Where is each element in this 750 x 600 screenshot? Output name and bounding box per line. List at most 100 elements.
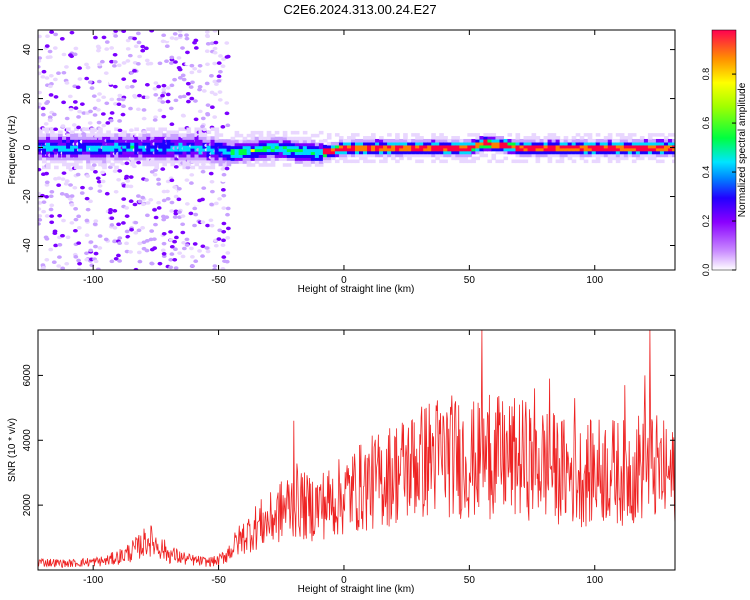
spectrogram-cell <box>350 153 356 158</box>
spectrogram-cell <box>149 261 155 266</box>
spectrogram-cell <box>54 142 59 146</box>
spectrogram-cell <box>193 99 198 103</box>
spectrogram-cell <box>539 150 545 155</box>
spectrogram-cell <box>587 144 593 149</box>
spectrogram-cell <box>423 141 428 146</box>
spectrogram-cell <box>619 150 625 155</box>
spectrogram-cell <box>246 145 252 150</box>
spectrogram-cell <box>326 133 332 137</box>
spectrogram-cell <box>66 165 71 170</box>
spectrogram-cell <box>603 141 609 146</box>
spectrogram-cell <box>395 136 400 140</box>
spectrogram-cell <box>134 127 139 132</box>
spectrogram-cell <box>346 150 352 155</box>
spectrogram-cell <box>173 266 179 270</box>
spectrogram-cell <box>106 153 111 158</box>
colorbar-label: Normalized spectral amplitude <box>737 82 748 217</box>
spectrogram-cell <box>118 150 123 155</box>
spectrogram-cell <box>467 138 472 143</box>
spectrogram-cell <box>154 130 159 134</box>
spectrogram-cell <box>54 159 59 164</box>
spectrogram-cell <box>334 141 340 146</box>
spectrogram-cell <box>459 147 464 152</box>
spectrogram-cell <box>161 189 167 194</box>
spectrogram-cell <box>174 153 180 158</box>
spectrogram-cell <box>114 145 119 149</box>
spectrogram-cell <box>95 267 101 270</box>
spectrogram-cell <box>185 92 191 96</box>
spectrogram-cell <box>274 142 280 147</box>
spectrogram-cell <box>583 159 589 164</box>
spectrogram-cell <box>114 127 119 132</box>
spectrogram-cell <box>391 144 396 149</box>
spectrogram-cell <box>124 249 130 254</box>
spectrogram-cell <box>94 145 99 149</box>
spectrogram-cell <box>294 148 300 153</box>
spectrogram-cell <box>75 85 81 90</box>
spectrogram-cell <box>106 156 111 161</box>
spectrogram-cell <box>165 179 171 184</box>
spectrogram-cell <box>120 97 126 102</box>
spectrogram-cell <box>294 160 300 164</box>
spectrogram-cell <box>535 156 541 161</box>
spectrogram-cell <box>535 138 541 143</box>
spectrogram-cell <box>82 139 87 143</box>
spectrogram-cell <box>49 30 55 34</box>
spectrogram-cell <box>166 153 172 158</box>
spectrogram-cell <box>186 136 192 140</box>
spectrogram-cell <box>443 153 448 158</box>
spectrogram-cell <box>130 150 135 155</box>
spectrogram-cell <box>214 142 220 146</box>
spectrogram-cell <box>153 259 159 264</box>
spectrogram-cell <box>250 157 256 161</box>
spectrogram-cell <box>459 156 464 161</box>
spectrogram-cell <box>200 197 205 202</box>
spectrogram-cell <box>152 172 158 177</box>
spectrogram-cell <box>563 136 569 140</box>
spectrogram-cell <box>131 164 137 169</box>
spectrogram-cell <box>363 153 368 158</box>
spectrogram-cell <box>192 242 198 246</box>
spectrogram-cell <box>50 133 55 137</box>
spectrogram-cell <box>174 145 180 149</box>
snr-y-tick-label: 2000 <box>22 494 33 517</box>
spectrogram-cell <box>174 136 180 140</box>
spectrogram-cell <box>423 150 428 155</box>
snr-series-line <box>38 330 675 568</box>
spectrogram-cell <box>129 205 135 210</box>
spectrogram-cell <box>218 153 224 158</box>
spectrogram-cell <box>185 81 191 86</box>
spectrogram-cell <box>439 138 444 143</box>
spectrogram-cell <box>150 159 155 164</box>
spectrogram-cell <box>242 142 248 147</box>
spectrogram-cell <box>190 139 196 143</box>
spectrogram-cell <box>318 139 324 144</box>
spectrogram-cell <box>242 136 248 141</box>
spectrogram-cell <box>109 259 115 264</box>
spectrogram-cell <box>330 156 336 161</box>
spectrogram-cell <box>82 142 87 146</box>
spectrogram-cell <box>270 133 276 138</box>
spectrogram-cell <box>178 142 184 146</box>
spectrogram-cell <box>519 138 525 143</box>
spectrogram-cell <box>375 138 380 143</box>
spectrogram-cell <box>49 214 55 218</box>
spectrogram-cell <box>136 40 142 45</box>
spectrogram-cell <box>326 144 332 149</box>
spectrogram-cell <box>587 150 593 155</box>
spectrogram-cell <box>266 145 272 150</box>
spectrogram-cell <box>145 213 150 218</box>
spectrogram-cell <box>156 177 161 182</box>
spectrogram-cell <box>298 139 304 144</box>
spectrogram-cell <box>587 153 593 158</box>
spectrogram-cell <box>46 136 51 140</box>
spectrogram-cell <box>278 157 284 161</box>
spectrogram-cell <box>254 151 260 156</box>
spectrogram-cell <box>136 228 142 233</box>
spectrogram-cell <box>258 154 264 158</box>
spectrogram-cell <box>234 130 240 135</box>
spectrogram-cell <box>499 159 505 164</box>
spectrogram-cell <box>104 101 110 106</box>
spectrogram-cell <box>206 165 212 170</box>
spectrogram-cell <box>70 148 75 152</box>
